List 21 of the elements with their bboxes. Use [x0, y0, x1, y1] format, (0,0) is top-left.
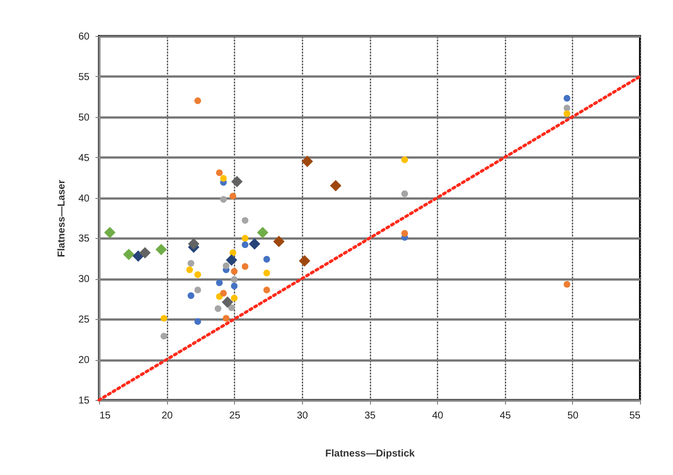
x-tick-label: 20	[162, 410, 174, 422]
y-tick-label: 55	[78, 72, 90, 83]
y-tick-label: 25	[78, 314, 90, 326]
x-tick-label: 45	[500, 410, 512, 422]
x-tick-label: 40	[432, 410, 444, 422]
y-tick-label: 45	[78, 152, 90, 164]
y-tick-label: 15	[78, 396, 90, 406]
y-tick-label: 60	[78, 32, 90, 42]
x-axis-title: Flatness—Dipstick	[325, 448, 416, 460]
x-tick-label: 35	[364, 410, 376, 422]
y-tick-label: 50	[78, 112, 90, 124]
x-tick-label: 25	[229, 410, 241, 422]
x-tick-label: 50	[567, 410, 579, 422]
x-tick-label: 30	[296, 410, 308, 422]
x-tick-label: 15	[100, 410, 112, 422]
x-tick-label: 55	[629, 410, 641, 422]
y-tick-label: 30	[78, 274, 90, 286]
y-tick-label: 35	[78, 234, 90, 245]
y-axis-title: Flatness—Laser	[56, 180, 68, 258]
y-tick-label: 40	[78, 193, 90, 204]
y-tick-label: 20	[78, 355, 90, 366]
